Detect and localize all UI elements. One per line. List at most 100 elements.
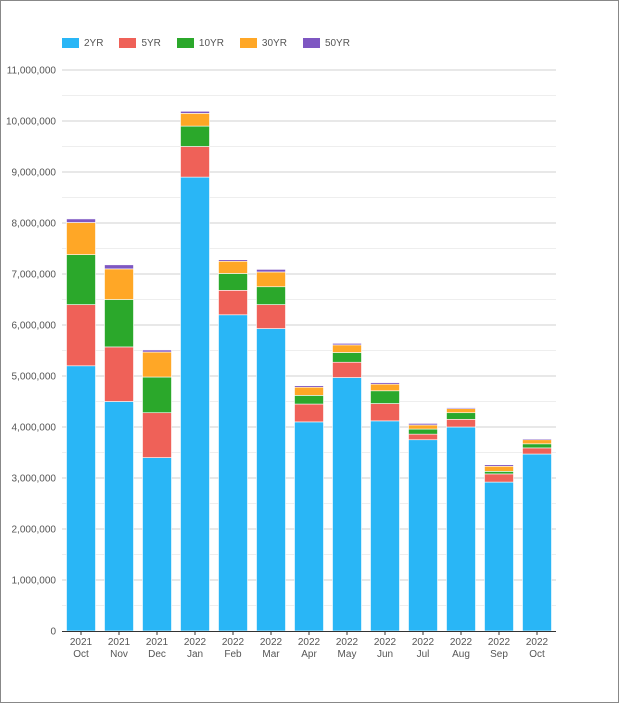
bar-segment-2yr	[522, 453, 552, 632]
x-tick-label-year: 2022	[374, 637, 397, 648]
y-tick-label: 5,000,000	[12, 372, 57, 383]
x-tick-label-year: 2022	[184, 637, 207, 648]
legend-label-2yr: 2YR	[84, 37, 104, 49]
legend-label-5yr: 5YR	[141, 37, 161, 49]
y-tick-label: 0	[50, 627, 56, 638]
bar-segment-50yr	[484, 464, 514, 467]
bar-segment-2yr	[484, 481, 514, 632]
bar-segment-5yr	[256, 304, 286, 329]
bar-segment-5yr	[332, 361, 362, 378]
bar-segment-2yr	[408, 439, 438, 632]
bar-segment-2yr	[370, 420, 400, 632]
bar-segment-30yr	[522, 439, 552, 445]
y-tick-label: 10,000,000	[6, 117, 56, 128]
bar-segment-50yr	[218, 259, 248, 262]
bar-segment-30yr	[104, 268, 134, 300]
legend-item-30yr[interactable]: 30YR	[239, 36, 287, 50]
x-tick-label-month: Sep	[490, 649, 508, 660]
bar-segment-30yr	[142, 351, 172, 378]
bar-segment-50yr	[294, 385, 324, 388]
bar-segment-2yr	[256, 328, 286, 632]
bar-segment-10yr	[256, 286, 286, 305]
bar-segment-2yr	[66, 365, 96, 632]
bar-segment-50yr	[332, 343, 362, 346]
x-tick-label-year: 2021	[146, 637, 169, 648]
y-tick-label: 11,000,000	[7, 66, 57, 77]
bar-segment-5yr	[294, 403, 324, 423]
bar-segment-10yr	[142, 376, 172, 414]
legend-swatch-50yr	[302, 38, 320, 48]
bar-segment-10yr	[370, 390, 400, 404]
legend-label-10yr: 10YR	[198, 37, 224, 49]
bar-segment-30yr	[256, 271, 286, 288]
bar-segment-10yr	[522, 443, 552, 449]
bar-segment-50yr	[142, 349, 172, 353]
y-tick-label: 2,000,000	[12, 525, 57, 536]
bar-segment-5yr	[66, 304, 96, 367]
y-tick-label: 9,000,000	[12, 168, 57, 179]
bar-segment-5yr	[522, 447, 552, 455]
x-tick-label-year: 2022	[412, 637, 435, 648]
bar-segment-30yr	[446, 408, 476, 414]
legend-swatch-10yr	[176, 38, 194, 48]
legend-swatch-2yr	[62, 38, 79, 48]
legend-swatch-30yr	[239, 38, 257, 48]
y-tick-label: 3,000,000	[12, 474, 57, 485]
x-tick-label-month: Jan	[187, 649, 203, 660]
bar-segment-5yr	[370, 403, 400, 422]
x-tick-label-month: Aug	[452, 649, 470, 660]
legend-item-10yr[interactable]: 10YR	[176, 36, 224, 50]
bar-segment-30yr	[218, 260, 248, 274]
x-tick-label-month: May	[338, 649, 357, 660]
legend-swatch-5yr	[119, 38, 137, 48]
bar-segment-50yr	[104, 264, 134, 270]
bar-segment-2yr	[218, 314, 248, 632]
bar-segment-50yr	[180, 111, 210, 114]
y-tick-label: 1,000,000	[12, 576, 57, 587]
bar-segment-30yr	[66, 222, 96, 255]
x-tick-label-year: 2022	[526, 637, 549, 648]
bar-segment-30yr	[408, 424, 438, 430]
bar-segment-50yr	[256, 269, 286, 273]
x-tick-label-year: 2022	[222, 637, 245, 648]
x-tick-label-year: 2022	[450, 637, 473, 648]
bar-segment-50yr	[408, 423, 438, 426]
x-tick-label-year: 2022	[260, 637, 283, 648]
y-tick-label: 4,000,000	[12, 423, 57, 434]
bar-segment-10yr	[104, 299, 134, 348]
bar-segment-10yr	[446, 412, 476, 420]
legend-label-50yr: 50YR	[324, 37, 350, 49]
bar-segment-2yr	[104, 401, 134, 632]
bar-segment-5yr	[446, 419, 476, 428]
legend-item-5yr[interactable]: 5YR	[119, 36, 161, 50]
bar-segment-10yr	[484, 471, 514, 475]
bar-segment-30yr	[294, 386, 324, 396]
bar-segment-30yr	[332, 344, 362, 353]
bar-segment-50yr	[522, 438, 552, 441]
bar-segment-10yr	[294, 395, 324, 405]
bar-segment-2yr	[332, 377, 362, 632]
x-tick-label-month: Oct	[529, 649, 545, 660]
legend-item-2yr[interactable]: 2YR	[62, 36, 103, 50]
bar-segment-5yr	[408, 433, 438, 441]
bar-segment-5yr	[142, 412, 172, 458]
x-tick-label-month: Nov	[110, 649, 128, 660]
bar-segment-30yr	[370, 383, 400, 392]
bar-segment-10yr	[218, 273, 248, 291]
bar-segment-30yr	[484, 465, 514, 472]
bar-segment-5yr	[484, 473, 514, 483]
bar-segment-2yr	[180, 176, 210, 632]
bar-segment-10yr	[66, 254, 96, 305]
bar-segment-50yr	[66, 218, 96, 223]
y-tick-label: 6,000,000	[12, 321, 57, 332]
x-tick-label-month: Oct	[73, 649, 89, 660]
bar-segment-10yr	[332, 352, 362, 363]
bar-segment-10yr	[408, 428, 438, 435]
bar-segment-50yr	[370, 382, 400, 385]
chart-legend: 2YR 5YR 10YR 30YR 50YR	[62, 36, 366, 50]
legend-item-50yr[interactable]: 50YR	[302, 36, 350, 50]
legend-label-30yr: 30YR	[261, 37, 287, 49]
x-tick-label-month: Feb	[224, 649, 242, 660]
y-tick-label: 7,000,000	[12, 270, 57, 281]
